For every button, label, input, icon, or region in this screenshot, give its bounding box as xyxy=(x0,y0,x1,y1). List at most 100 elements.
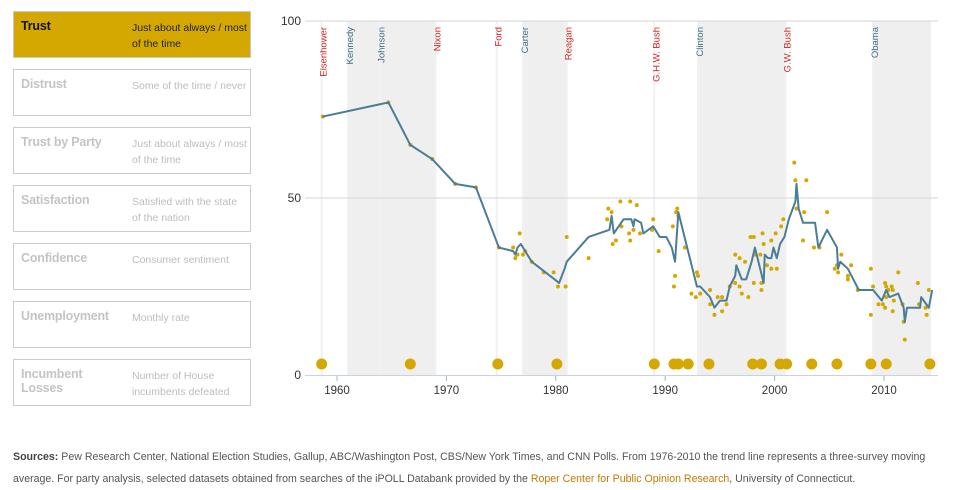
x-tick-label: 2000 xyxy=(762,385,788,397)
president-label: Carter xyxy=(520,27,531,53)
roper-center-link[interactable]: Roper Center for Public Opinion Research xyxy=(530,473,730,485)
event-marker xyxy=(316,358,328,370)
tab-label: Incumbent Losses xyxy=(21,367,83,395)
president-label: Kennedy xyxy=(345,27,356,65)
survey-point xyxy=(801,238,806,243)
survey-point xyxy=(610,242,615,247)
event-marker xyxy=(781,358,793,370)
survey-point xyxy=(804,178,809,183)
survey-point xyxy=(769,238,774,243)
survey-point xyxy=(627,231,632,236)
survey-point xyxy=(845,273,850,278)
president-label: G.W. Bush xyxy=(783,27,794,72)
x-tick-label: 1980 xyxy=(543,385,569,397)
survey-point xyxy=(758,252,763,257)
event-marker xyxy=(551,358,563,370)
survey-point xyxy=(696,273,701,278)
president-label: Johnson xyxy=(377,27,388,63)
event-marker xyxy=(806,358,818,370)
tab-description: Monthly rate xyxy=(132,312,190,324)
survey-point xyxy=(708,302,713,307)
tab-trust-by-party[interactable]: Trust by Party Just about always / most o… xyxy=(13,127,251,174)
survey-point xyxy=(631,227,636,232)
survey-point xyxy=(926,288,931,293)
president-label: Ford xyxy=(494,27,505,47)
survey-point xyxy=(605,217,610,222)
president-label: Reagan xyxy=(564,27,575,60)
survey-point xyxy=(743,259,748,264)
tab-description: Some of the time / never xyxy=(132,80,247,92)
survey-point xyxy=(564,234,569,239)
survey-point xyxy=(802,210,807,215)
survey-point xyxy=(751,234,756,239)
survey-point xyxy=(618,199,623,204)
survey-point xyxy=(792,160,797,165)
tab-trust[interactable]: Trust Just about always / most of the tim… xyxy=(13,11,251,58)
event-marker xyxy=(682,358,694,370)
event-marker xyxy=(880,358,892,370)
president-label: Obama xyxy=(870,26,881,58)
event-marker xyxy=(865,358,877,370)
survey-point xyxy=(682,245,687,250)
tab-label: Trust xyxy=(21,19,51,33)
survey-point xyxy=(689,291,694,296)
tab-label: Satisfaction xyxy=(21,193,90,207)
survey-point xyxy=(769,266,774,271)
president-label: G.H.W. Bush xyxy=(651,27,662,82)
survey-point xyxy=(698,291,703,296)
survey-point xyxy=(880,302,885,307)
tab-label: Unemployment xyxy=(21,309,109,323)
survey-point xyxy=(779,224,784,229)
survey-point xyxy=(715,295,720,300)
survey-point xyxy=(845,277,850,282)
survey-point xyxy=(555,284,560,289)
survey-point xyxy=(748,234,753,239)
sources-footer: Sources: Pew Research Center, National E… xyxy=(13,446,953,490)
survey-point xyxy=(832,266,837,271)
tab-label: Confidence xyxy=(21,251,88,265)
survey-point xyxy=(883,305,888,310)
president-label: Nixon xyxy=(432,27,443,51)
survey-point xyxy=(889,284,894,289)
event-marker xyxy=(648,358,660,370)
survey-point xyxy=(825,210,830,215)
survey-point xyxy=(773,231,778,236)
survey-point xyxy=(628,199,633,204)
survey-point xyxy=(694,270,699,275)
y-tick-label: 50 xyxy=(288,191,302,205)
president-label: Clinton xyxy=(695,27,706,57)
tab-label: Trust by Party xyxy=(21,135,102,149)
tab-satisfaction[interactable]: Satisfaction Satisfied with the state of … xyxy=(13,185,251,232)
survey-point xyxy=(675,206,680,211)
tab-unemployment[interactable]: Unemployment Monthly rate xyxy=(13,301,251,348)
survey-point xyxy=(781,217,786,222)
survey-point xyxy=(720,309,725,314)
survey-point xyxy=(890,288,895,293)
tab-incumbent-losses[interactable]: Incumbent Losses Number of House incumben… xyxy=(13,359,251,406)
y-tick-label: 0 xyxy=(294,368,301,382)
survey-point xyxy=(839,252,844,257)
survey-point xyxy=(883,280,888,285)
survey-point xyxy=(651,217,656,222)
survey-point xyxy=(674,210,679,215)
survey-point xyxy=(628,238,633,243)
survey-point xyxy=(849,263,854,268)
x-tick-label: 2010 xyxy=(871,385,897,397)
survey-point xyxy=(551,270,556,275)
event-marker xyxy=(747,358,759,370)
survey-point xyxy=(923,305,928,310)
survey-point xyxy=(737,256,742,261)
tab-confidence[interactable]: Confidence Consumer sentiment xyxy=(13,243,251,290)
tab-description: Satisfied with the state of the nation xyxy=(132,196,238,224)
event-marker xyxy=(672,358,684,370)
tab-description: Number of House incumbents defeated xyxy=(132,370,230,398)
survey-point xyxy=(890,309,895,314)
sources-text: Pew Research Center, National Election S… xyxy=(13,451,926,485)
survey-point xyxy=(737,284,742,289)
sources-text-end: , University of Connecticut. xyxy=(729,473,856,485)
tab-distrust[interactable]: Distrust Some of the time / never xyxy=(13,69,251,116)
survey-point xyxy=(708,288,713,293)
event-marker xyxy=(492,358,504,370)
x-tick-label: 1970 xyxy=(434,385,460,397)
event-marker xyxy=(831,358,843,370)
